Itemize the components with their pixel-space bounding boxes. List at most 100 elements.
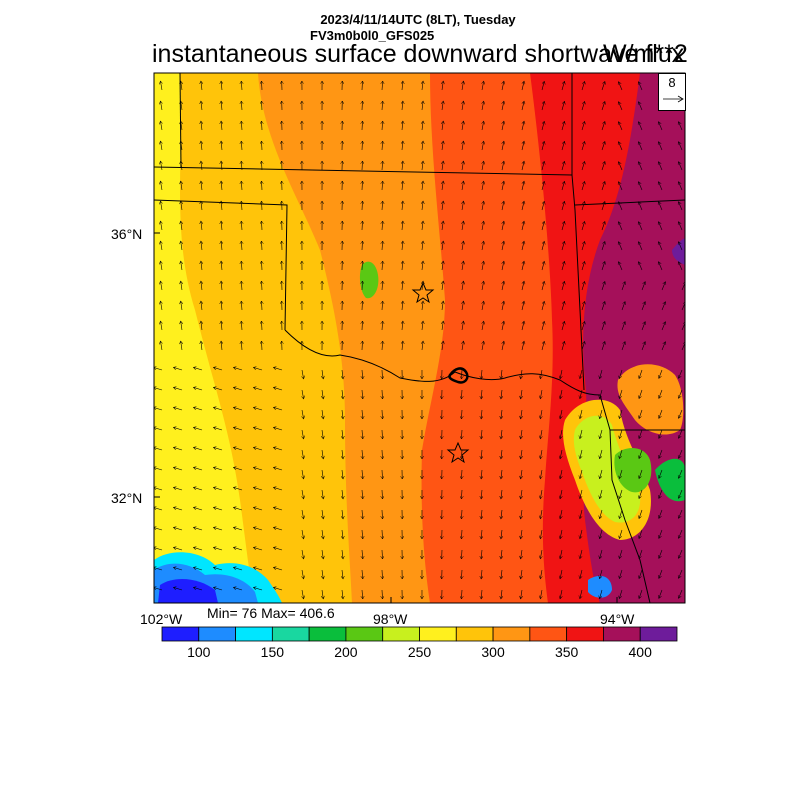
wind-arrow: [261, 201, 262, 211]
wind-arrow: [482, 81, 484, 91]
wind-arrow: [422, 341, 423, 351]
wind-arrow: [600, 369, 603, 379]
wind-arrow: [659, 589, 663, 598]
wind-arrow: [461, 509, 462, 519]
wind-arrow: [679, 449, 683, 458]
wind-arrow: [541, 321, 544, 331]
wind-arrow: [481, 389, 482, 399]
wind-arrow: [221, 241, 222, 251]
wind-arrow: [233, 467, 243, 471]
wind-arrow: [342, 549, 343, 559]
wind-arrow: [638, 182, 643, 191]
wind-arrow: [618, 222, 623, 231]
wind-arrow: [540, 569, 542, 579]
wind-arrow: [261, 241, 262, 251]
wind-arrow: [233, 487, 243, 491]
wind-arrow: [233, 387, 243, 391]
wind-arrow: [402, 261, 403, 271]
wind-arrow: [201, 101, 202, 111]
wind-arrow: [322, 489, 323, 499]
wind-arrow: [638, 262, 643, 271]
wind-arrow: [160, 341, 162, 351]
wind-arrow: [659, 569, 663, 578]
wind-arrow: [362, 529, 363, 539]
wind-arrow: [678, 182, 683, 191]
wind-arrow: [639, 449, 643, 458]
wind-arrow: [601, 121, 605, 131]
wind-arrow: [521, 389, 522, 399]
wind-arrow: [442, 181, 443, 191]
wind-arrow: [213, 467, 223, 471]
wind-arrow: [482, 241, 484, 251]
wind-arrow: [481, 569, 482, 579]
wind-arrow: [501, 389, 502, 399]
wind-arrow: [402, 201, 403, 211]
wind-arrow: [502, 201, 504, 211]
wind-arrow: [659, 489, 663, 498]
wind-arrow: [658, 262, 663, 271]
wind-arrow: [639, 529, 643, 538]
wind-arrow: [679, 429, 683, 438]
wind-arrow: [181, 181, 182, 191]
colorbar-label: 250: [407, 644, 432, 660]
wind-arrow: [221, 101, 222, 111]
wind-arrow: [422, 221, 423, 231]
cloud-cell-inner: [573, 415, 641, 523]
wind-arrow: [581, 181, 585, 191]
wind-arrow: [522, 241, 524, 251]
lon-label-102: 102°W: [140, 611, 183, 627]
wind-arrow: [501, 369, 502, 379]
wind-arrow: [561, 261, 564, 271]
wind-arrow: [502, 341, 504, 351]
wind-arrow: [481, 429, 482, 439]
wind-arrow: [561, 281, 564, 291]
wind-arrow: [213, 447, 223, 451]
wind-arrow: [201, 181, 202, 191]
wind-arrow: [233, 447, 243, 451]
wind-arrow: [540, 469, 542, 479]
station-okc: [411, 281, 435, 304]
wind-arrow: [639, 469, 643, 478]
wind-arrow: [193, 587, 203, 591]
wind-arrow: [201, 121, 202, 131]
wind-arrow: [481, 409, 482, 419]
wind-arrow: [241, 121, 242, 131]
wind-arrow: [322, 409, 323, 419]
wind-arrow: [173, 387, 183, 391]
wind-arrow: [639, 509, 643, 518]
wind-arrow: [382, 161, 383, 171]
clear-patch-green: [359, 261, 379, 299]
wind-arrow: [560, 569, 562, 579]
wind-arrow: [154, 487, 163, 491]
wind-arrow: [154, 587, 163, 591]
wind-arrow: [201, 201, 202, 211]
wind-arrow: [302, 569, 304, 579]
wind-arrow: [461, 569, 462, 579]
wind-arrow: [154, 427, 163, 431]
wind-arrow: [461, 449, 462, 459]
wind-arrow: [580, 429, 582, 439]
wind-arrow: [581, 281, 585, 291]
wind-arrow: [540, 389, 542, 399]
wind-arrow: [322, 509, 323, 519]
wind-arrow: [621, 342, 625, 351]
wind-arrow: [233, 407, 243, 411]
wind-arrow: [173, 427, 183, 431]
header-model: FV3m0b0l0_GFS025: [310, 28, 435, 43]
wind-arrow: [618, 142, 623, 151]
wind-arrow: [522, 161, 524, 171]
wind-arrow: [273, 527, 283, 531]
wind-arrow: [402, 281, 403, 291]
colorbar-label: 150: [260, 644, 285, 660]
wind-arrow: [659, 529, 663, 538]
header-datetime: 2023/4/11/14UTC (8LT), Tuesday: [320, 12, 516, 27]
wind-arrow: [561, 141, 564, 151]
wind-arrow: [442, 321, 443, 331]
wind-arrow: [173, 527, 183, 531]
colorbar-label: 200: [334, 644, 358, 660]
wind-arrow: [181, 301, 182, 311]
wind-arrow: [181, 261, 182, 271]
wind-arrow: [618, 122, 623, 131]
wind-arrow: [502, 321, 504, 331]
wind-arrow: [382, 509, 383, 519]
